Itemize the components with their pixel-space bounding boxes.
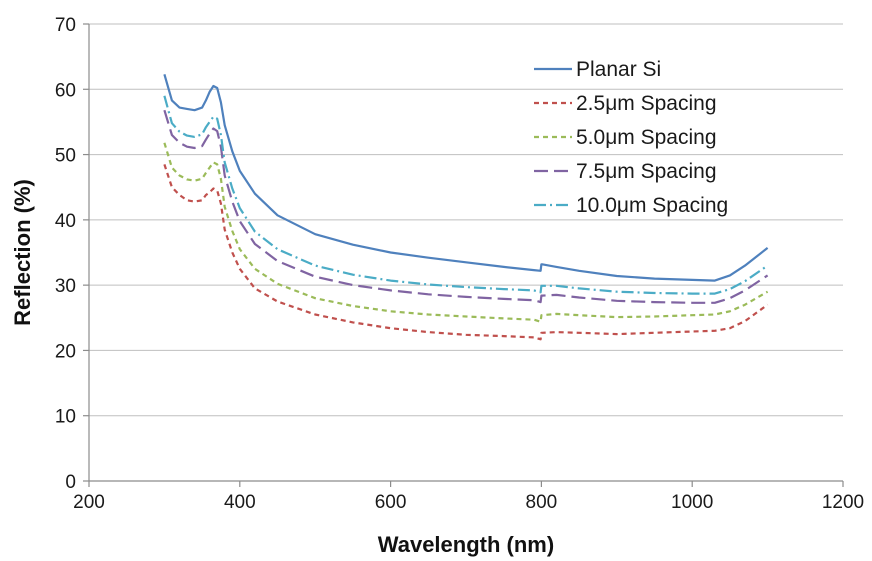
- legend-label-4: 7.5μm Spacing: [576, 160, 717, 183]
- series-line-1: [163, 73, 769, 282]
- x-tick-label-1200: 1200: [822, 492, 864, 513]
- x-tick-label-200: 200: [73, 492, 105, 513]
- x-axis-title: Wavelength (nm): [378, 532, 554, 557]
- legend-label-1: Planar Si: [576, 58, 661, 81]
- series-line-4: [163, 109, 769, 304]
- legend-label-2: 2.5μm Spacing: [576, 92, 717, 115]
- series-lines: [163, 73, 769, 341]
- y-tick-label-0: 0: [65, 472, 76, 493]
- axes: [83, 23, 844, 487]
- legend-label-5: 10.0μm Spacing: [576, 194, 728, 217]
- x-tick-label-600: 600: [375, 492, 407, 513]
- series-line-5: [163, 95, 769, 295]
- series-line-2: [163, 164, 769, 341]
- tick-labels: 200 400 600 800 1000 1200 0 10 20 30 40 50 60 70: [55, 15, 864, 513]
- legend: Planar Si 2.5μm Spacing 5.0μm Spacing 7.5μm…: [534, 58, 728, 217]
- y-tick-label-40: 40: [55, 211, 76, 232]
- series-line-3: [163, 142, 769, 323]
- y-tick-label-30: 30: [55, 276, 76, 297]
- x-tick-label-1000: 1000: [671, 492, 713, 513]
- legend-label-3: 5.0μm Spacing: [576, 126, 717, 149]
- gridlines: [89, 23, 843, 417]
- y-tick-label-70: 70: [55, 15, 76, 36]
- y-axis-title: Reflection (%): [10, 179, 35, 326]
- y-tick-label-20: 20: [55, 341, 76, 362]
- x-tick-label-800: 800: [526, 492, 558, 513]
- x-tick-label-400: 400: [224, 492, 256, 513]
- y-tick-label-50: 50: [55, 146, 76, 167]
- y-tick-label-60: 60: [55, 80, 76, 101]
- y-tick-label-10: 10: [55, 407, 76, 428]
